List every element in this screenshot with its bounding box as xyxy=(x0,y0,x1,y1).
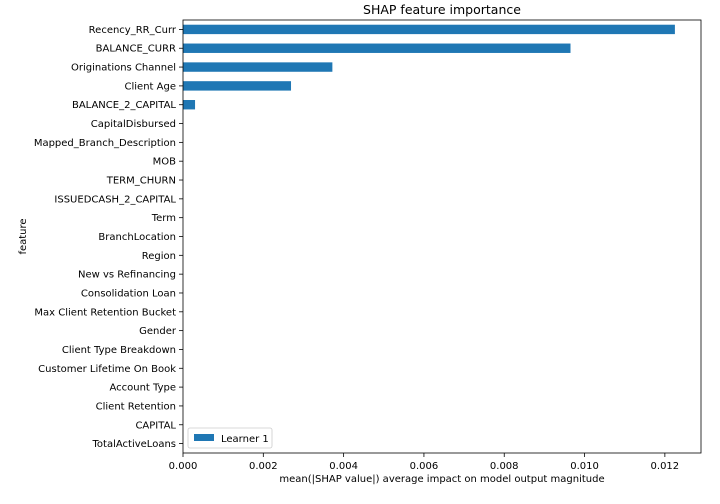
y-tick-label: New vs Refinancing xyxy=(78,270,176,281)
bar-0 xyxy=(183,24,675,35)
x-tick-label: 0.012 xyxy=(651,461,680,472)
x-tick-label: 0.010 xyxy=(570,461,599,472)
plot-frame xyxy=(182,19,702,454)
x-tick-label: 0.000 xyxy=(169,461,198,472)
y-tick-label: Client Type Breakdown xyxy=(62,345,176,356)
y-tick-label: Account Type xyxy=(109,383,176,394)
y-tick-label: MOB xyxy=(153,157,176,168)
chart-title: SHAP feature importance xyxy=(363,2,521,17)
y-tick-label: Max Client Retention Bucket xyxy=(34,307,176,318)
y-tick-label: Client Retention xyxy=(96,401,176,412)
x-axis-ticks: 0.000 0.002 0.004 0.006 0.008 0.010 0.012 xyxy=(169,453,680,472)
y-tick-label: BranchLocation xyxy=(98,232,176,243)
legend-entry-learner-1: Learner 1 xyxy=(221,434,269,445)
y-tick-label: TERM_CHURN xyxy=(106,176,176,187)
legend: Learner 1 xyxy=(187,427,273,449)
x-tick-label: 0.006 xyxy=(410,461,439,472)
y-axis-ticks: Recency_RR_Curr BALANCE_CURR Originations … xyxy=(34,25,183,450)
legend-box xyxy=(187,427,273,449)
legend-swatch xyxy=(194,434,214,441)
y-tick-label: Recency_RR_Curr xyxy=(89,25,177,36)
y-axis-label: feature xyxy=(18,218,29,254)
x-tick-label: 0.008 xyxy=(490,461,519,472)
bar-4 xyxy=(183,100,196,110)
bar-2 xyxy=(183,62,333,72)
y-tick-label: Client Age xyxy=(125,81,176,92)
y-tick-label: CAPITAL xyxy=(135,420,176,431)
y-tick-label: Term xyxy=(151,213,176,224)
y-tick-label: CapitalDisbursed xyxy=(91,119,176,130)
y-tick-label: TotalActiveLoans xyxy=(92,439,176,450)
x-axis-label: mean(|SHAP value|) average impact on mod… xyxy=(279,474,604,485)
y-tick-label: Gender xyxy=(139,326,177,337)
y-tick-label: BALANCE_CURR xyxy=(96,44,176,55)
bar-1 xyxy=(183,43,571,53)
bar-3 xyxy=(183,81,292,91)
y-tick-label: Mapped_Branch_Description xyxy=(34,138,176,149)
bars-group xyxy=(183,24,675,110)
y-tick-label: Originations Channel xyxy=(71,63,176,74)
y-tick-label: ISSUEDCASH_2_CAPITAL xyxy=(54,194,176,205)
x-tick-label: 0.004 xyxy=(329,461,358,472)
y-tick-label: Customer Lifetime On Book xyxy=(38,364,176,375)
x-tick-label: 0.002 xyxy=(249,461,278,472)
y-tick-label: BALANCE_2_CAPITAL xyxy=(72,100,176,111)
y-tick-label: Consolidation Loan xyxy=(81,288,176,299)
y-tick-label: Region xyxy=(142,251,176,262)
